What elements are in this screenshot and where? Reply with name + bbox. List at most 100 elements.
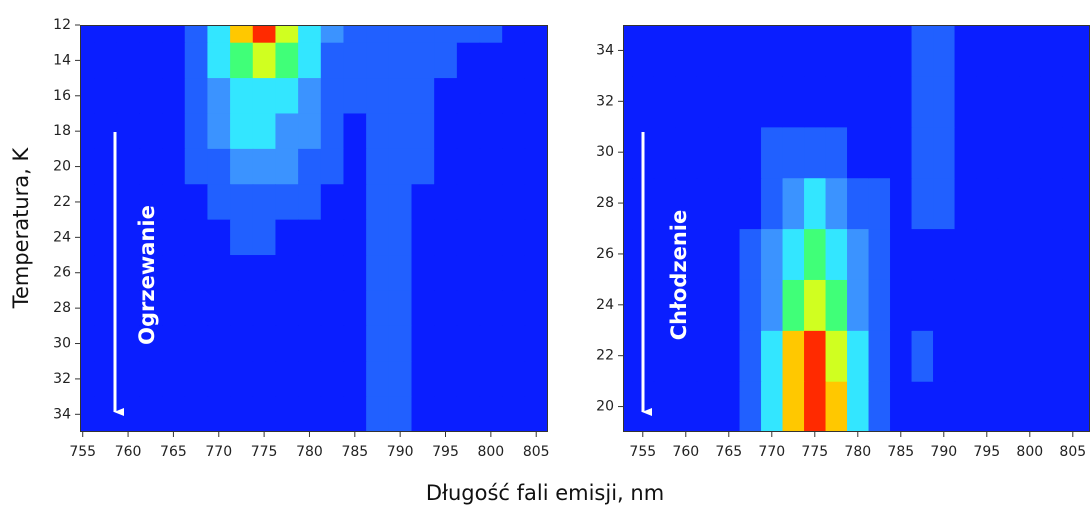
heatmap-cell xyxy=(162,113,186,150)
heatmap-cell xyxy=(782,126,805,179)
heatmap-cell xyxy=(524,361,548,398)
heatmap-cell xyxy=(456,396,481,432)
heatmap-cell xyxy=(890,126,913,179)
heatmap-cell xyxy=(139,255,163,292)
heatmap-cell xyxy=(252,361,277,398)
y-tick-label: 12 xyxy=(53,17,71,33)
heatmap-cell xyxy=(116,78,141,115)
heatmap-cell xyxy=(252,78,277,115)
heatmap-cell xyxy=(366,361,390,398)
heatmap-cell xyxy=(230,148,254,185)
heatmap-cell xyxy=(411,148,435,185)
heatmap-cell xyxy=(94,78,118,115)
heatmap-cell xyxy=(976,75,999,128)
heatmap-cell xyxy=(388,255,413,292)
annotation: Chłodzenie xyxy=(667,210,691,340)
y-tick-label: 34 xyxy=(596,42,614,58)
heatmap-cell xyxy=(320,42,345,79)
heatmap-cell xyxy=(275,396,299,432)
heatmap-cell xyxy=(890,75,913,128)
heatmap-cell xyxy=(343,255,367,292)
heatmap-cell xyxy=(696,75,719,128)
heatmap-cell xyxy=(434,396,458,432)
heatmap-cell xyxy=(230,42,254,79)
heatmap-cell xyxy=(207,290,231,327)
x-tick-label: 780 xyxy=(844,444,871,460)
heatmap-cell xyxy=(1019,75,1042,128)
heatmap-cell xyxy=(739,75,762,128)
heatmap-cell xyxy=(320,184,345,221)
heatmap-cell xyxy=(825,381,848,432)
heatmap-cell xyxy=(162,42,186,79)
y-tick-label: 34 xyxy=(53,406,71,422)
heatmap-cell xyxy=(80,148,95,185)
heatmap-cell xyxy=(252,184,277,221)
heatmap-cell xyxy=(825,279,848,331)
heatmap-cell xyxy=(479,184,503,221)
heatmap-cell xyxy=(804,75,827,128)
heatmap-cell xyxy=(230,325,254,362)
heatmap-cell xyxy=(718,330,741,382)
heatmap-cell xyxy=(868,330,891,382)
heatmap-cell xyxy=(366,78,390,115)
heatmap-cell xyxy=(847,330,870,382)
heatmap-cell xyxy=(1062,177,1085,230)
heatmap-cell xyxy=(116,25,141,44)
heatmap-cell xyxy=(997,330,1020,382)
heatmap-cell xyxy=(479,148,503,185)
heatmap-cell xyxy=(456,184,481,221)
heatmap-cell xyxy=(275,290,299,327)
heatmap-cell xyxy=(411,184,435,221)
heatmap-cell xyxy=(502,396,526,432)
heatmap-cell xyxy=(653,228,676,280)
heatmap-cell xyxy=(320,113,345,150)
heatmap-cell xyxy=(298,184,322,221)
y-tick-label: 26 xyxy=(53,265,71,281)
heatmap-cell xyxy=(343,184,367,221)
x-tick-label: 785 xyxy=(341,444,368,460)
heatmap-cell xyxy=(479,290,503,327)
heatmap-cell xyxy=(366,325,390,362)
heatmap-cell xyxy=(388,78,413,115)
heatmap-cell xyxy=(1040,75,1063,128)
heatmap-cell xyxy=(388,42,413,79)
heatmap-cell xyxy=(911,177,934,230)
heatmap-cell xyxy=(868,177,891,230)
heatmap-cell xyxy=(207,255,231,292)
y-tick-label: 32 xyxy=(53,371,71,387)
heatmap-cell xyxy=(434,184,458,221)
heatmap-cell xyxy=(825,25,848,77)
heatmap-cell xyxy=(1040,330,1063,382)
heatmap-cell xyxy=(1040,228,1063,280)
heatmap-cell xyxy=(388,361,413,398)
heatmap-cell xyxy=(94,290,118,327)
heatmap-cell xyxy=(320,25,345,44)
heatmap-cell xyxy=(456,361,481,398)
y-tick-label: 14 xyxy=(53,52,71,68)
heatmap-cell xyxy=(976,330,999,382)
heatmap-cell xyxy=(116,42,141,79)
y-tick-label: 26 xyxy=(596,246,614,262)
heatmap-cell xyxy=(80,255,95,292)
heatmap-cell xyxy=(252,42,277,79)
heatmap-cell xyxy=(80,113,95,150)
heatmap-cell xyxy=(868,279,891,331)
heatmap-cell xyxy=(116,361,141,398)
heatmap-cell xyxy=(434,25,458,44)
heatmap-cell xyxy=(252,396,277,432)
heatmap-cell xyxy=(632,25,655,77)
heatmap-cell xyxy=(275,113,299,150)
heatmap-cell xyxy=(1062,279,1085,331)
heatmap-cell xyxy=(456,42,481,79)
heatmap-cell xyxy=(997,381,1020,432)
heatmap-cell xyxy=(696,177,719,230)
x-axis-title: Długość fali emisji, nm xyxy=(426,481,664,505)
heatmap-cell xyxy=(739,177,762,230)
heatmap-cell xyxy=(890,279,913,331)
heatmap-cell xyxy=(298,325,322,362)
heatmap-cell xyxy=(502,184,526,221)
heatmap-cell xyxy=(388,184,413,221)
heatmap-cell xyxy=(116,325,141,362)
heatmap-cell xyxy=(80,42,95,79)
heatmap-cell xyxy=(388,148,413,185)
